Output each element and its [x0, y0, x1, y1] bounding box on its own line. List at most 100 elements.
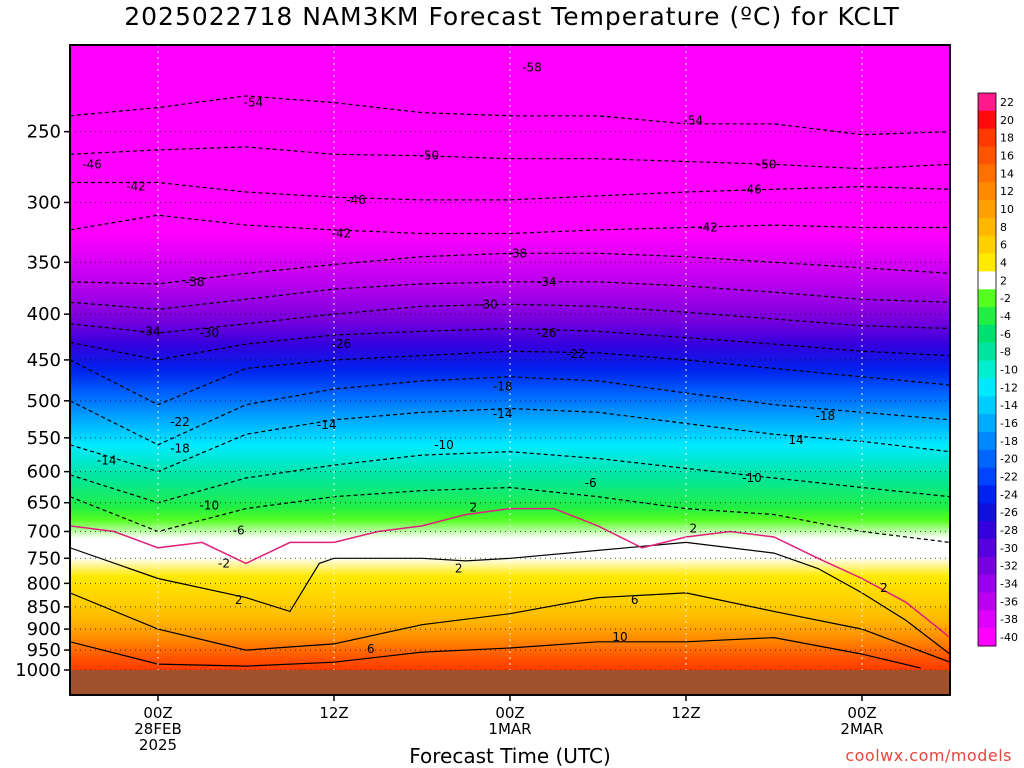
- y-tick-label: 250: [27, 122, 61, 143]
- isotherm-line: [70, 214, 950, 235]
- isotherm-line: [70, 451, 950, 504]
- colorbar-swatch: [978, 200, 996, 219]
- isotherm-label: -46: [82, 157, 102, 171]
- isotherm-label: -2: [218, 556, 230, 570]
- isotherm-label: 2: [455, 562, 463, 576]
- colorbar-label: 12: [1000, 185, 1014, 198]
- isotherm-label: -14: [317, 418, 337, 432]
- site-credit: coolwx.com/models: [845, 746, 1012, 765]
- isotherm-label: -42: [698, 221, 718, 235]
- isotherm-label: -38: [185, 275, 205, 289]
- colorbar-swatch: [978, 289, 996, 308]
- colorbar-swatch: [978, 538, 996, 558]
- isotherm-label: 6: [631, 593, 639, 607]
- isotherm-label: -18: [493, 380, 513, 394]
- colorbar-swatch: [978, 146, 996, 165]
- x-tick-label: 00Z: [143, 704, 172, 722]
- y-tick-label: 700: [27, 521, 61, 542]
- colorbar-label: 2: [1000, 274, 1007, 287]
- colorbar-label: 14: [1000, 167, 1014, 180]
- colorbar-label: -6: [1000, 328, 1011, 341]
- colorbar-swatch: [978, 235, 996, 255]
- isotherm-label: -42: [332, 227, 352, 241]
- isotherm-label: -42: [126, 180, 146, 194]
- isotherm-line: [70, 252, 950, 285]
- isotherm-label: -10: [200, 499, 220, 513]
- colorbar-swatch: [978, 128, 996, 148]
- y-tick-label: 600: [27, 462, 61, 483]
- colorbar-label: -26: [1000, 506, 1018, 519]
- colorbar-label: 20: [1000, 114, 1014, 127]
- colorbar-label: 22: [1000, 96, 1014, 109]
- isotherm-label: 2: [470, 500, 478, 514]
- colorbar-swatch: [978, 342, 996, 362]
- isotherm-line: [70, 95, 950, 136]
- colorbar-swatch: [978, 467, 996, 486]
- colorbar-label: -2: [1000, 292, 1011, 305]
- colorbar-swatch: [978, 378, 996, 397]
- colorbar-label: -12: [1000, 381, 1018, 394]
- chart-title: 2025022718 NAM3KM Forecast Temperature (…: [124, 2, 900, 31]
- isotherm-line: [70, 281, 950, 310]
- y-tick-label: 550: [27, 428, 61, 449]
- isotherm-label: -18: [816, 409, 836, 423]
- isotherm-label: -50: [420, 149, 440, 163]
- isotherm-label: -14: [493, 407, 513, 421]
- colorbar-label: -30: [1000, 542, 1018, 555]
- colorbar-swatch: [978, 271, 996, 290]
- colorbar-label: -14: [1000, 399, 1018, 412]
- colorbar-swatch: [978, 307, 996, 326]
- x-tick-label: 00Z: [847, 704, 876, 722]
- colorbar-swatch: [978, 164, 996, 183]
- isotherm-label: -34: [141, 324, 161, 338]
- colorbar-label: -18: [1000, 435, 1018, 448]
- x-tick-label: 00Z: [495, 704, 524, 722]
- isotherm-label: -50: [757, 157, 777, 171]
- isotherm-line: [70, 181, 950, 201]
- colorbar-label: -32: [1000, 560, 1018, 573]
- y-tick-label: 300: [27, 192, 61, 213]
- y-tick-label: 800: [27, 573, 61, 594]
- isotherm-label: -54: [684, 114, 704, 128]
- colorbar-label: -38: [1000, 613, 1018, 626]
- colorbar-swatch: [978, 324, 996, 344]
- isotherm-line: [70, 541, 950, 655]
- x-axis-title: Forecast Time (UTC): [409, 744, 611, 768]
- y-tick-label: 900: [27, 619, 61, 640]
- isotherm-label: -26: [537, 326, 557, 340]
- y-tick-label: 950: [27, 640, 61, 661]
- isotherm-label: -34: [537, 275, 557, 289]
- isotherm-label: -54: [244, 96, 264, 110]
- isotherm-label: 2: [690, 522, 698, 536]
- isotherm-label: -46: [346, 193, 366, 207]
- y-tick-label: 350: [27, 252, 61, 273]
- colorbar-swatch: [978, 574, 996, 593]
- y-tick-label: 750: [27, 548, 61, 569]
- colorbar-label: -36: [1000, 595, 1018, 608]
- colorbar-label: -20: [1000, 453, 1018, 466]
- colorbar-swatch: [978, 485, 996, 504]
- colorbar-label: 6: [1000, 239, 1007, 252]
- isotherm-label: -30: [478, 297, 498, 311]
- x-tick-label: 12Z: [319, 704, 348, 722]
- colorbar-swatch: [978, 556, 996, 576]
- colorbar-label: -24: [1000, 488, 1018, 501]
- colorbar-label: 18: [1000, 132, 1014, 145]
- isotherm-line: [70, 407, 950, 473]
- colorbar-swatch: [978, 521, 996, 540]
- isotherm-label: -22: [170, 415, 190, 429]
- colorbar-label: 8: [1000, 221, 1007, 234]
- isotherm-line: [70, 592, 950, 663]
- colorbar-label: 16: [1000, 149, 1014, 162]
- isotherm-label: -22: [566, 347, 586, 361]
- isotherm-label: 10: [612, 630, 627, 644]
- colorbar-label: -8: [1000, 346, 1011, 359]
- isotherm-line: [70, 376, 950, 446]
- colorbar-swatch: [978, 217, 996, 237]
- y-tick-label: 850: [27, 597, 61, 618]
- isotherm-label: -58: [522, 61, 542, 75]
- y-tick-label: 1000: [15, 660, 61, 681]
- y-tick-label: 400: [27, 304, 61, 325]
